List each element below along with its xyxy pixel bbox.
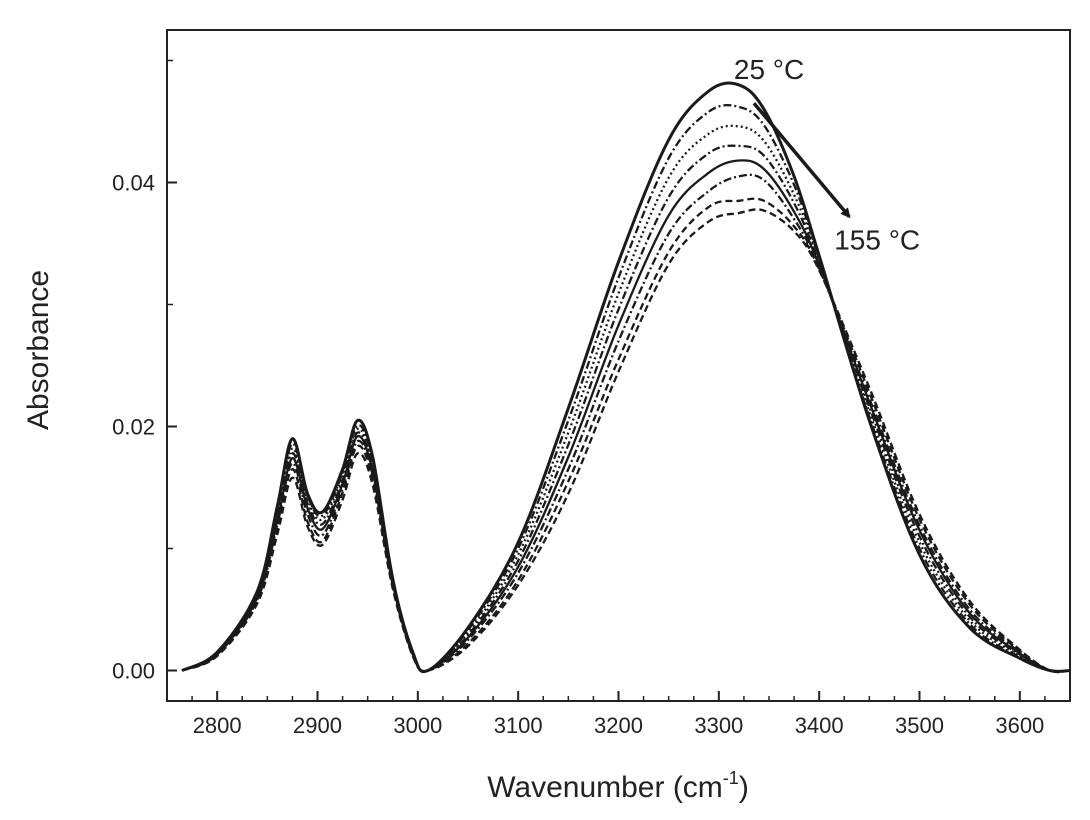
- x-tick-label: 3600: [995, 713, 1044, 738]
- x-axis-title-superscript: -1: [723, 768, 739, 788]
- x-tick-label: 2800: [193, 713, 242, 738]
- x-axis-title-main: Wavenumber (cm: [487, 771, 723, 804]
- y-tick-label: 0.04: [112, 171, 155, 196]
- spectrum-line-1: [181, 81, 1071, 674]
- spectrum-line-4: [181, 144, 1071, 673]
- y-tick-label: 0.02: [112, 415, 155, 440]
- annotation-start-temperature: 25 °C: [734, 54, 804, 85]
- x-tick-label: 3200: [594, 713, 643, 738]
- y-axis-title: Absorbance: [22, 270, 55, 430]
- spectrum-line-2: [181, 104, 1071, 673]
- plot-frame: [166, 29, 1071, 702]
- x-axis-ticks: 2800 2900 3000 3100 3200 3300 3400 3500 3600: [191, 691, 1046, 738]
- y-axis-ticks: 0.00 0.02 0.04: [112, 59, 177, 684]
- x-tick-label: 3400: [795, 713, 844, 738]
- spectrum-line-5: [181, 159, 1071, 673]
- spectrum-line-8: [181, 208, 1071, 674]
- x-tick-label: 3300: [694, 713, 743, 738]
- x-axis-title: Wavenumber (cm-1): [487, 768, 749, 804]
- x-axis-title-close: ): [739, 771, 749, 804]
- x-tick-label: 2900: [293, 713, 342, 738]
- x-tick-label: 3500: [895, 713, 944, 738]
- annotation-group: 25 °C 155 °C: [734, 54, 920, 256]
- y-tick-label: 0.00: [112, 659, 155, 684]
- spectrum-line-6: [181, 173, 1071, 673]
- spectrum-line-7: [181, 197, 1071, 674]
- x-tick-label: 3100: [494, 713, 543, 738]
- temperature-trend-arrow: [752, 102, 851, 219]
- x-tick-label: 3000: [393, 713, 442, 738]
- annotation-end-temperature: 155 °C: [834, 225, 920, 256]
- spectrum-series-group: [181, 81, 1071, 674]
- spectrum-line-3: [181, 124, 1071, 673]
